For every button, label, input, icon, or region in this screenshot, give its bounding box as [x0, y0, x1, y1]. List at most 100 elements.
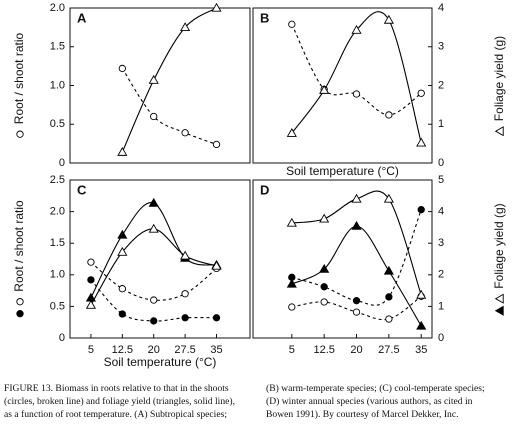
data-point: [118, 64, 126, 73]
series-line: [291, 11, 422, 143]
data-point: [211, 260, 222, 270]
y2-tick-label: 1: [438, 118, 444, 130]
data-point: [211, 2, 222, 12]
data-point: [383, 14, 394, 24]
series-line: [90, 261, 217, 301]
y-tick-label: 2.5: [50, 174, 65, 186]
caption-line: Bowen 1991). By courtesy of Marcel Dekke…: [266, 409, 459, 420]
y-tick-label: 1.5: [50, 237, 65, 249]
data-point: [212, 140, 221, 149]
y2-tick-label: 1: [438, 300, 444, 312]
data-point: [148, 74, 159, 84]
legend-symbol: [494, 126, 504, 137]
data-point: [117, 146, 128, 156]
data-point: [352, 308, 361, 316]
data-point: [383, 193, 394, 203]
legend-symbol: [494, 305, 504, 316]
axis-title: Foliage yield (g): [492, 36, 506, 121]
x-tick-label: 20: [148, 344, 160, 356]
data-point: [150, 296, 158, 304]
caption-line: (circles, broken line) and foliage yield…: [4, 396, 235, 407]
data-point: [351, 220, 362, 230]
data-point: [352, 90, 361, 98]
data-point: [383, 265, 394, 275]
y2-tick-label: 0: [438, 332, 444, 344]
data-point: [181, 314, 189, 322]
data-point: [352, 297, 361, 305]
series-line: [291, 24, 422, 116]
data-point: [286, 278, 297, 288]
data-point: [212, 314, 221, 322]
data-point: [385, 111, 393, 119]
data-point: [286, 127, 297, 137]
plot-frame: [69, 7, 251, 164]
panel-label: D: [260, 182, 269, 197]
data-point: [385, 315, 393, 323]
caption-line: as a function of root temperature. (A) S…: [4, 409, 227, 420]
legend-symbol: [16, 298, 24, 306]
data-point: [319, 84, 330, 94]
caption-line: (B) warm-temperate species; (C) cool-tem…: [266, 383, 485, 394]
legend-symbol: [16, 310, 24, 318]
y2-tick-label: 4: [438, 2, 444, 14]
data-point: [417, 89, 425, 97]
x-tick-label: 5: [88, 344, 94, 356]
y-tick-label: 1.0: [50, 269, 65, 281]
data-point: [319, 213, 330, 223]
axis-title: Root / shoot ratio: [12, 200, 26, 292]
axis-label: Root / shoot ratio: [12, 32, 26, 138]
y-tick-label: 0.5: [50, 300, 65, 312]
x-tick-label: 35: [210, 344, 222, 356]
series-line: [121, 7, 217, 153]
series-line: [291, 209, 422, 306]
data-point: [87, 258, 95, 266]
x-tick-label: 5: [289, 344, 295, 356]
series-line: [90, 228, 217, 306]
series-line: [121, 68, 217, 145]
y-tick-label: 2.0: [50, 206, 65, 218]
series-line: [90, 202, 217, 299]
data-point: [180, 250, 191, 260]
data-point: [351, 24, 362, 34]
axis-title: Root / shoot ratio: [12, 32, 26, 124]
x-tick-label: 12.5: [313, 344, 334, 356]
data-point: [118, 310, 126, 318]
plot-frame: [252, 179, 433, 339]
panel-label: B: [260, 10, 269, 25]
data-point: [286, 217, 297, 227]
data-point: [351, 193, 362, 203]
x-tick-label: 35: [415, 344, 427, 356]
data-point: [320, 298, 328, 306]
caption-line: FIGURE 13. Biomass in roots relative to …: [4, 383, 229, 394]
data-point: [150, 317, 158, 325]
x-tick-label: 27.5: [378, 344, 399, 356]
plot-frame: [252, 7, 433, 164]
data-point: [148, 223, 159, 233]
axis-label: Root / shoot ratio: [12, 200, 26, 318]
axis-label: Foliage yield (g): [492, 203, 506, 316]
x-tick-label: 12.5: [112, 344, 133, 356]
y-tick-label: 1.5: [50, 41, 65, 53]
data-point: [117, 246, 128, 256]
data-point: [288, 20, 296, 28]
data-point: [416, 289, 427, 299]
data-point: [181, 129, 189, 137]
legend-symbol: [16, 130, 24, 138]
y2-tick-label: 4: [438, 206, 444, 218]
data-point: [117, 229, 128, 239]
series-line: [291, 190, 422, 296]
y-tick-label: 2.0: [50, 2, 65, 14]
data-point: [416, 137, 427, 147]
axis-label: Foliage yield (g): [492, 36, 506, 137]
y-tick-label: 0: [59, 157, 65, 169]
y2-tick-label: 0: [438, 157, 444, 169]
x-axis-title: Soil temperature (°C): [104, 355, 217, 369]
y-tick-label: 0: [59, 332, 65, 344]
plot-frame: [69, 179, 251, 339]
y-tick-label: 0.5: [50, 118, 65, 130]
data-point: [87, 276, 95, 284]
panel-label: A: [77, 10, 87, 25]
caption-line: (D) winter annual species (various autho…: [266, 396, 473, 407]
data-point: [118, 285, 126, 293]
